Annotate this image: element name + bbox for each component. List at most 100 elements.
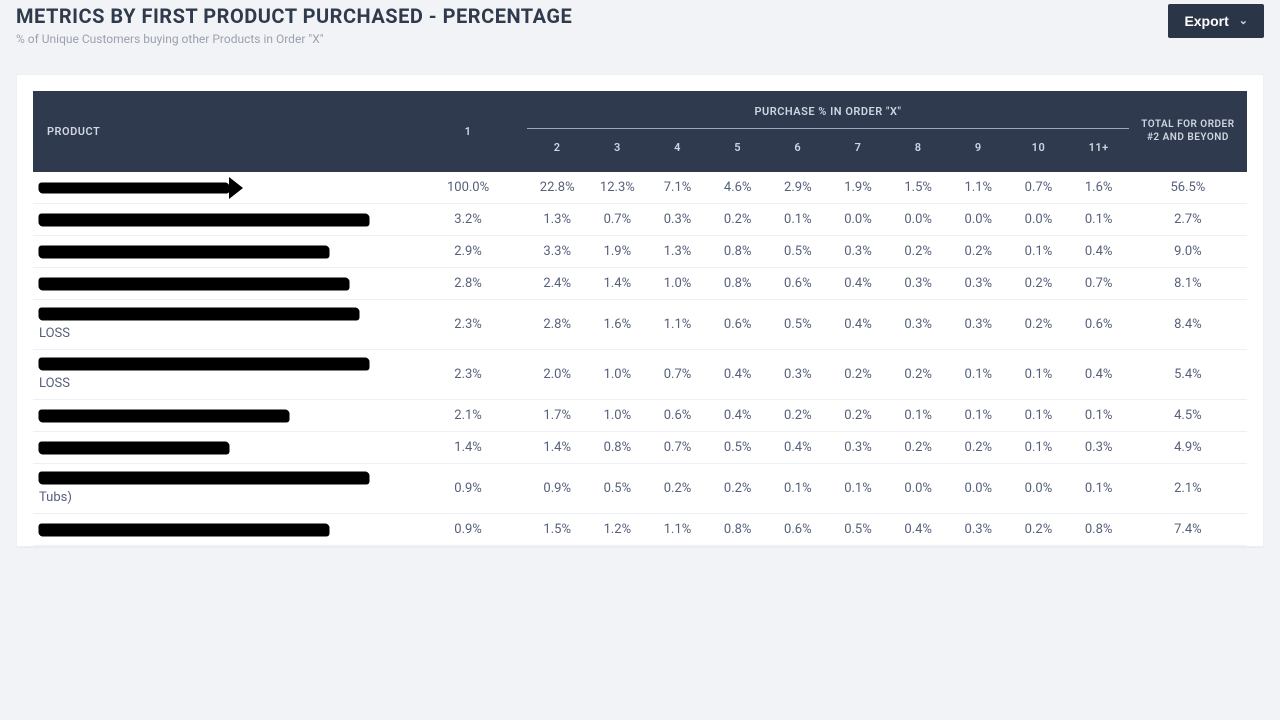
- table-row: 100.0%22.8%12.3%7.1%4.6%2.9%1.9%1.5%1.1%…: [33, 172, 1247, 204]
- cell-order-4: 0.7%: [647, 432, 707, 464]
- page-header: METRICS BY FIRST PRODUCT PURCHASED - PER…: [16, 4, 1264, 46]
- cell-total: 4.5%: [1129, 400, 1247, 432]
- cell-order-7: 0.2%: [828, 400, 888, 432]
- cell-order-6: 0.4%: [768, 432, 828, 464]
- cell-order-10: 0.2%: [1008, 514, 1068, 546]
- cell-total: 56.5%: [1129, 172, 1247, 204]
- cell-order-4: 0.3%: [647, 204, 707, 236]
- cell-total: 2.1%: [1129, 464, 1247, 514]
- cell-order-2: 2.4%: [527, 268, 587, 300]
- col-order-1: 1: [409, 91, 527, 172]
- redacted-product-name: [39, 308, 359, 320]
- metrics-table: PRODUCT 1 PURCHASE % IN ORDER "X" TOTAL …: [33, 91, 1247, 546]
- cell-order-1: 2.3%: [409, 300, 527, 350]
- cell-order-2: 1.3%: [527, 204, 587, 236]
- cell-order-9: 0.0%: [948, 204, 1008, 236]
- cell-order-7: 0.3%: [828, 236, 888, 268]
- product-cell: [33, 400, 409, 432]
- cell-order-4: 1.0%: [647, 268, 707, 300]
- cell-order-8: 0.0%: [888, 464, 948, 514]
- cell-order-3: 1.4%: [587, 268, 647, 300]
- page-title: METRICS BY FIRST PRODUCT PURCHASED - PER…: [16, 4, 572, 28]
- metrics-card: PRODUCT 1 PURCHASE % IN ORDER "X" TOTAL …: [16, 74, 1264, 547]
- cell-order-6: 0.1%: [768, 464, 828, 514]
- cell-order-8: 0.3%: [888, 300, 948, 350]
- cell-order-7: 0.3%: [828, 432, 888, 464]
- product-cell: Tubs): [33, 464, 409, 514]
- product-cell: LOSS: [33, 300, 409, 350]
- cell-order-1: 2.1%: [409, 400, 527, 432]
- cell-order-10: 0.7%: [1008, 172, 1068, 204]
- product-cell: [33, 236, 409, 268]
- cell-order-2: 1.4%: [527, 432, 587, 464]
- cell-order-10: 0.1%: [1008, 350, 1068, 400]
- cell-order-3: 1.2%: [587, 514, 647, 546]
- export-button-label: Export: [1184, 13, 1228, 29]
- redacted-product-name: [39, 183, 229, 193]
- cell-order-8: 0.3%: [888, 268, 948, 300]
- cell-total: 7.4%: [1129, 514, 1247, 546]
- redacted-product-name: [39, 442, 229, 454]
- cell-order-5: 0.8%: [708, 514, 768, 546]
- col-order-7: 7: [828, 129, 888, 173]
- cell-order-5: 0.2%: [708, 204, 768, 236]
- cell-order-10: 0.2%: [1008, 268, 1068, 300]
- table-row: 2.8%2.4%1.4%1.0%0.8%0.6%0.4%0.3%0.3%0.2%…: [33, 268, 1247, 300]
- col-order-4: 4: [647, 129, 707, 173]
- cell-order-11+: 1.6%: [1069, 172, 1129, 204]
- cell-order-5: 0.5%: [708, 432, 768, 464]
- col-order-11+: 11+: [1069, 129, 1129, 173]
- cell-order-8: 0.0%: [888, 204, 948, 236]
- cell-order-1: 0.9%: [409, 464, 527, 514]
- cell-total: 8.4%: [1129, 300, 1247, 350]
- col-order-9: 9: [948, 129, 1008, 173]
- cell-order-6: 0.5%: [768, 300, 828, 350]
- col-order-6: 6: [768, 129, 828, 173]
- cell-total: 5.4%: [1129, 350, 1247, 400]
- cell-order-7: 1.9%: [828, 172, 888, 204]
- cell-order-9: 0.1%: [948, 400, 1008, 432]
- cell-order-8: 0.2%: [888, 432, 948, 464]
- table-row: 1.4%1.4%0.8%0.7%0.5%0.4%0.3%0.2%0.2%0.1%…: [33, 432, 1247, 464]
- cell-order-1: 0.9%: [409, 514, 527, 546]
- table-row: Tubs)0.9%0.9%0.5%0.2%0.2%0.1%0.1%0.0%0.0…: [33, 464, 1247, 514]
- product-suffix: Tubs): [39, 490, 72, 505]
- cell-order-9: 0.1%: [948, 350, 1008, 400]
- cell-order-4: 7.1%: [647, 172, 707, 204]
- col-order-8: 8: [888, 129, 948, 173]
- table-row: 3.2%1.3%0.7%0.3%0.2%0.1%0.0%0.0%0.0%0.0%…: [33, 204, 1247, 236]
- cell-order-6: 0.5%: [768, 236, 828, 268]
- cell-order-2: 0.9%: [527, 464, 587, 514]
- redacted-product-name: [39, 524, 329, 536]
- table-row: 0.9%1.5%1.2%1.1%0.8%0.6%0.5%0.4%0.3%0.2%…: [33, 514, 1247, 546]
- redacted-product-name: [39, 278, 349, 290]
- col-spanner-purchase-pct: PURCHASE % IN ORDER "X": [527, 91, 1129, 129]
- cell-order-10: 0.0%: [1008, 204, 1068, 236]
- cell-order-3: 12.3%: [587, 172, 647, 204]
- cell-order-7: 0.5%: [828, 514, 888, 546]
- cell-order-7: 0.0%: [828, 204, 888, 236]
- cell-order-6: 0.6%: [768, 268, 828, 300]
- cell-order-2: 2.8%: [527, 300, 587, 350]
- cell-order-4: 1.3%: [647, 236, 707, 268]
- col-product: PRODUCT: [33, 91, 409, 172]
- product-cell: [33, 268, 409, 300]
- cell-order-4: 0.6%: [647, 400, 707, 432]
- cell-order-1: 3.2%: [409, 204, 527, 236]
- product-suffix: LOSS: [39, 376, 70, 391]
- cell-order-7: 0.4%: [828, 268, 888, 300]
- export-button[interactable]: Export ⌄: [1168, 4, 1264, 38]
- table-body: 100.0%22.8%12.3%7.1%4.6%2.9%1.9%1.5%1.1%…: [33, 172, 1247, 546]
- product-suffix: LOSS: [39, 326, 70, 341]
- cell-order-11+: 0.1%: [1069, 400, 1129, 432]
- cell-order-7: 0.2%: [828, 350, 888, 400]
- cell-order-5: 0.4%: [708, 350, 768, 400]
- cell-order-4: 1.1%: [647, 514, 707, 546]
- cell-order-11+: 0.4%: [1069, 236, 1129, 268]
- cell-order-6: 0.1%: [768, 204, 828, 236]
- cell-order-10: 0.2%: [1008, 300, 1068, 350]
- cell-order-11+: 0.1%: [1069, 204, 1129, 236]
- cell-order-3: 1.0%: [587, 350, 647, 400]
- cell-order-5: 0.4%: [708, 400, 768, 432]
- table-header: PRODUCT 1 PURCHASE % IN ORDER "X" TOTAL …: [33, 91, 1247, 172]
